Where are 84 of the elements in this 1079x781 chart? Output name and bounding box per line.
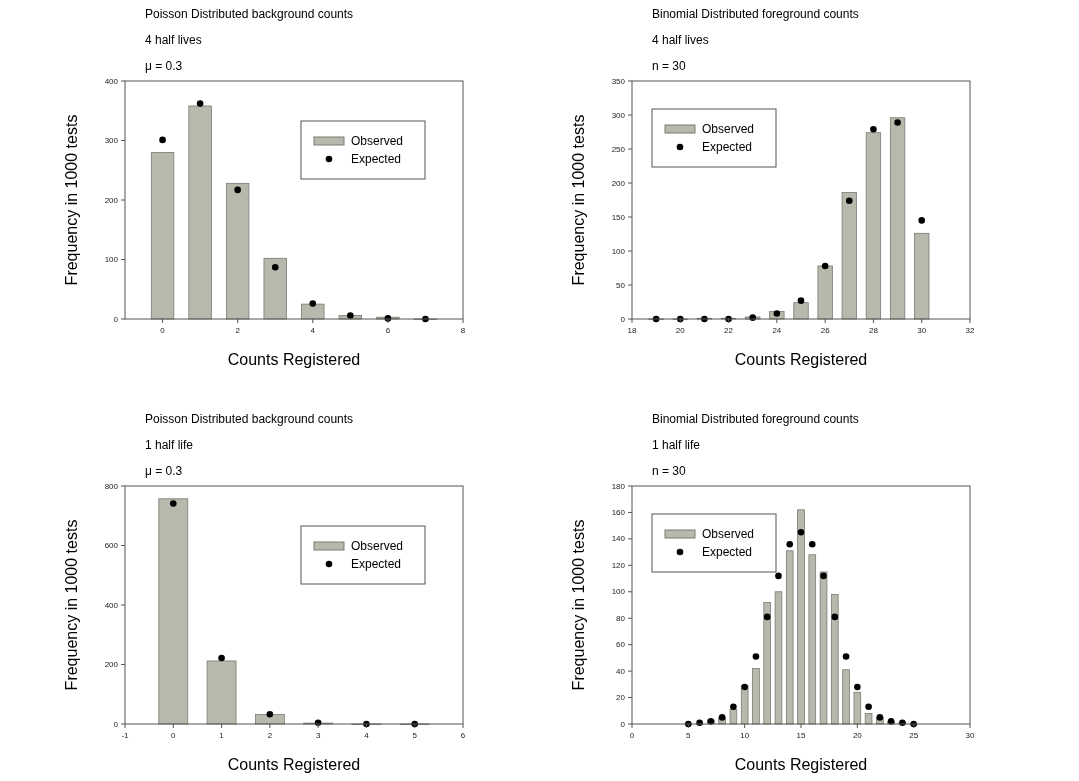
- y-tick-label: 800: [104, 481, 119, 491]
- y-tick-label: 100: [611, 587, 626, 597]
- x-tick-label: 4: [364, 731, 370, 740]
- chart-subtitle: 1 half life: [145, 438, 194, 452]
- x-tick-label: 22: [724, 326, 734, 335]
- x-tick-label: 1: [219, 731, 225, 740]
- legend-label: Observed: [702, 122, 755, 137]
- legend-label: Expected: [702, 140, 753, 155]
- x-tick-label: 6: [385, 326, 391, 335]
- y-tick-label: 0: [113, 314, 119, 324]
- y-tick-label: 140: [611, 534, 626, 544]
- y-tick-label: 200: [611, 178, 626, 188]
- x-tick-label: -1: [121, 731, 130, 740]
- y-tick-label: 0: [620, 314, 626, 324]
- chart-title: Binomial Distributed foreground counts: [652, 412, 859, 426]
- y-tick-label: 150: [611, 212, 626, 222]
- x-tick-label: 18: [627, 326, 637, 335]
- y-tick-label: 600: [104, 541, 119, 551]
- chart-title: Binomial Distributed foreground counts: [652, 7, 859, 21]
- y-tick-label: 40: [616, 666, 626, 676]
- x-tick-label: 0: [629, 731, 635, 740]
- y-tick-label: 120: [611, 560, 626, 570]
- x-tick-label: 25: [909, 731, 919, 740]
- x-tick-label: 3: [315, 731, 321, 740]
- y-axis-title: Frequency in 1000 tests: [570, 114, 587, 286]
- y-tick-label: 200: [104, 660, 119, 670]
- x-tick-label: 24: [772, 326, 782, 335]
- text: μ = 0.3: [145, 464, 183, 478]
- x-tick-label: 4: [310, 326, 316, 335]
- y-tick-label: 60: [616, 640, 626, 650]
- y-tick-label: 200: [104, 195, 119, 205]
- chart-subtitle: 4 half lives: [145, 33, 202, 47]
- y-tick-label: 0: [113, 719, 119, 729]
- x-tick-label: 2: [235, 326, 241, 335]
- y-tick-label: 100: [611, 246, 626, 256]
- x-tick-label: 32: [965, 326, 975, 335]
- x-axis-title: Counts Registered: [734, 351, 868, 368]
- legend-label: Expected: [351, 152, 402, 167]
- x-tick-label: 10: [740, 731, 750, 740]
- y-tick-label: 400: [104, 600, 119, 610]
- x-tick-label: 30: [965, 731, 975, 740]
- y-tick-label: 50: [616, 280, 626, 290]
- y-tick-label: 400: [104, 76, 119, 86]
- legend-label: Observed: [702, 527, 755, 542]
- x-axis-title: Counts Registered: [734, 756, 868, 773]
- chart-subtitle: 1 half life: [652, 438, 701, 452]
- x-tick-label: 30: [917, 326, 927, 335]
- x-tick-label: 20: [675, 326, 686, 335]
- legend-label: Expected: [702, 545, 753, 560]
- legend-label: Observed: [351, 539, 404, 554]
- y-tick-label: 0: [620, 719, 626, 729]
- x-tick-label: 20: [852, 731, 863, 740]
- y-tick-label: 20: [616, 693, 626, 703]
- x-axis-title: Counts Registered: [227, 351, 361, 368]
- text: n = 30: [652, 464, 687, 478]
- y-tick-label: 300: [611, 110, 626, 120]
- y-axis-title: Frequency in 1000 tests: [63, 519, 80, 691]
- chart-title: Poisson Distributed background counts: [145, 7, 354, 21]
- y-tick-label: 160: [611, 508, 626, 517]
- y-tick-label: 100: [104, 255, 119, 265]
- legend-label: Observed: [351, 134, 404, 149]
- text: n = 30: [652, 59, 687, 73]
- y-tick-label: 180: [611, 481, 626, 491]
- y-tick-label: 250: [611, 144, 626, 154]
- x-tick-label: 0: [171, 731, 177, 740]
- y-tick-label: 350: [611, 76, 626, 86]
- text: μ = 0.3: [145, 59, 183, 73]
- x-tick-label: 6: [460, 731, 466, 740]
- y-axis-title: Frequency in 1000 tests: [570, 519, 587, 691]
- x-tick-label: 28: [868, 326, 879, 335]
- x-tick-label: 8: [460, 326, 466, 335]
- x-axis-title: Counts Registered: [227, 756, 361, 773]
- chart-title: Poisson Distributed background counts: [145, 412, 354, 426]
- x-tick-label: 2: [267, 731, 273, 740]
- x-tick-label: 0: [160, 326, 166, 335]
- chart-subtitle: 4 half lives: [652, 33, 709, 47]
- x-tick-label: 26: [820, 326, 831, 335]
- y-axis-title: Frequency in 1000 tests: [63, 114, 80, 286]
- x-tick-label: 5: [412, 731, 418, 740]
- x-tick-label: 15: [796, 731, 806, 740]
- legend-label: Expected: [351, 557, 402, 572]
- y-tick-label: 80: [616, 613, 626, 623]
- y-tick-label: 300: [104, 136, 119, 146]
- x-tick-label: 5: [686, 731, 692, 740]
